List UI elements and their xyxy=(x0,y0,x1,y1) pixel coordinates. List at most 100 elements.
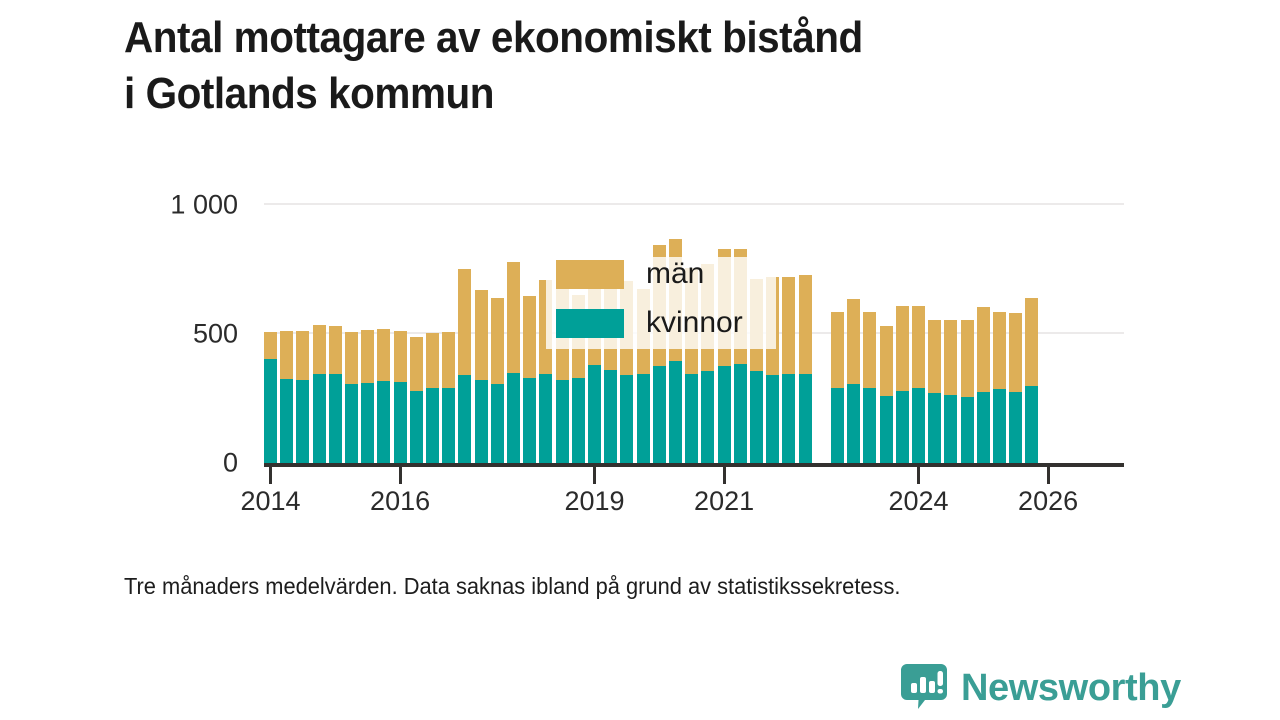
bar-segment-man xyxy=(264,331,277,359)
legend-label-man: män xyxy=(646,257,705,290)
bar-segment-man xyxy=(377,329,391,381)
bar-segment-kvinnor xyxy=(361,383,375,463)
bar-segment-man xyxy=(328,325,342,374)
bar-stack xyxy=(895,305,909,463)
legend-item-kvinnor: kvinnor xyxy=(556,306,743,340)
chart-legend: män kvinnor xyxy=(546,257,776,349)
bar-stack xyxy=(280,330,294,463)
bar-segment-kvinnor xyxy=(944,394,958,463)
bar-segment-kvinnor xyxy=(555,380,569,463)
bar-segment-kvinnor xyxy=(474,379,488,463)
bar-stack xyxy=(1025,298,1039,463)
x-axis-label-2026: 2026 xyxy=(1018,486,1079,516)
legend-swatch-man xyxy=(556,259,624,289)
bar-stack xyxy=(960,319,974,463)
bar-segment-man xyxy=(863,312,877,389)
bar-stack xyxy=(863,312,877,463)
bar-segment-man xyxy=(523,295,537,378)
bar-segment-man xyxy=(831,312,844,389)
bar-segment-man xyxy=(442,332,456,388)
y-axis-label-500: 500 xyxy=(192,318,238,349)
bar-segment-kvinnor xyxy=(377,380,391,463)
bar-segment-kvinnor xyxy=(636,374,650,463)
bar-stack xyxy=(474,290,488,463)
bar-segment-kvinnor xyxy=(993,389,1006,463)
legend-item-man: män xyxy=(556,257,704,291)
bar-stack xyxy=(361,329,375,463)
bar-segment-kvinnor xyxy=(879,395,893,463)
bar-segment-kvinnor xyxy=(733,363,747,463)
bar-stack xyxy=(393,330,407,463)
gridline-1000 xyxy=(264,203,1124,205)
bar-stack xyxy=(328,325,342,463)
bar-segment-man xyxy=(1025,298,1039,386)
plot-area: män kvinnor xyxy=(264,203,1124,463)
bar-segment-kvinnor xyxy=(831,388,844,463)
y-axis-label-0: 0 xyxy=(222,447,238,478)
chart-footnote: Tre månaders medelvärden. Data saknas ib… xyxy=(124,573,901,599)
bar-segment-kvinnor xyxy=(798,374,812,463)
bar-segment-man xyxy=(409,337,423,391)
x-tick-2014 xyxy=(269,467,272,484)
bar-segment-kvinnor xyxy=(895,390,909,463)
bar-segment-man xyxy=(912,305,925,389)
bar-segment-kvinnor xyxy=(912,388,925,463)
bar-segment-kvinnor xyxy=(685,374,699,463)
bar-stack xyxy=(442,332,456,463)
bar-segment-kvinnor xyxy=(652,366,666,463)
bar-segment-man xyxy=(474,290,488,380)
bar-stack xyxy=(831,312,844,463)
bar-segment-man xyxy=(361,329,375,384)
bar-segment-man xyxy=(993,312,1006,390)
bar-segment-kvinnor xyxy=(847,384,861,463)
bar-stack xyxy=(798,274,812,463)
x-tick-2016 xyxy=(398,467,402,484)
x-axis-label-2019: 2019 xyxy=(564,486,625,516)
bar-stack xyxy=(377,329,391,463)
bar-segment-kvinnor xyxy=(345,384,358,463)
x-axis-label-2021: 2021 xyxy=(694,486,755,516)
bar-segment-kvinnor xyxy=(296,379,310,463)
bar-segment-kvinnor xyxy=(782,374,796,463)
bar-stack xyxy=(976,306,990,463)
bar-segment-kvinnor xyxy=(960,397,974,463)
bar-segment-man xyxy=(1009,313,1023,393)
bar-segment-kvinnor xyxy=(976,392,990,463)
x-axis-line xyxy=(264,463,1124,467)
bar-stack xyxy=(993,312,1006,463)
bar-segment-man xyxy=(345,331,358,385)
bar-segment-kvinnor xyxy=(458,375,472,463)
bar-segment-man xyxy=(426,332,439,389)
bar-stack xyxy=(264,331,277,463)
bar-segment-man xyxy=(296,330,310,380)
bar-segment-kvinnor xyxy=(928,393,942,463)
bar-segment-man xyxy=(490,297,504,385)
bar-segment-man xyxy=(782,277,796,374)
bar-segment-kvinnor xyxy=(863,388,877,463)
bar-stack xyxy=(879,326,893,463)
bar-segment-man xyxy=(976,306,990,393)
bar-stack xyxy=(312,324,326,463)
bar-stack xyxy=(523,295,537,463)
bar-stack xyxy=(912,305,925,463)
bar-segment-kvinnor xyxy=(490,384,504,463)
bar-segment-kvinnor xyxy=(328,374,342,463)
bar-segment-kvinnor xyxy=(539,374,553,463)
bar-segment-kvinnor xyxy=(1009,392,1023,463)
bar-stack xyxy=(782,277,796,463)
page-title: Antal mottagare av ekonomiskt bistånd i … xyxy=(124,13,863,119)
bar-segment-kvinnor xyxy=(620,375,634,463)
bar-stack xyxy=(345,331,358,463)
legend-swatch-kvinnor xyxy=(556,308,624,338)
bar-segment-man xyxy=(458,269,472,376)
x-axis-label-2024: 2024 xyxy=(888,486,949,516)
bar-segment-man xyxy=(312,324,326,374)
chart-container: män kvinnor 0 500 1 000 2014 2016 2019 2021 20… xyxy=(0,180,1280,530)
bar-segment-man xyxy=(895,305,909,391)
newsworthy-logo: Newsworthy xyxy=(901,663,1181,712)
bar-segment-man xyxy=(944,319,958,395)
bar-stack xyxy=(944,319,958,463)
bar-segment-kvinnor xyxy=(264,358,277,463)
bar-segment-kvinnor xyxy=(571,377,585,463)
